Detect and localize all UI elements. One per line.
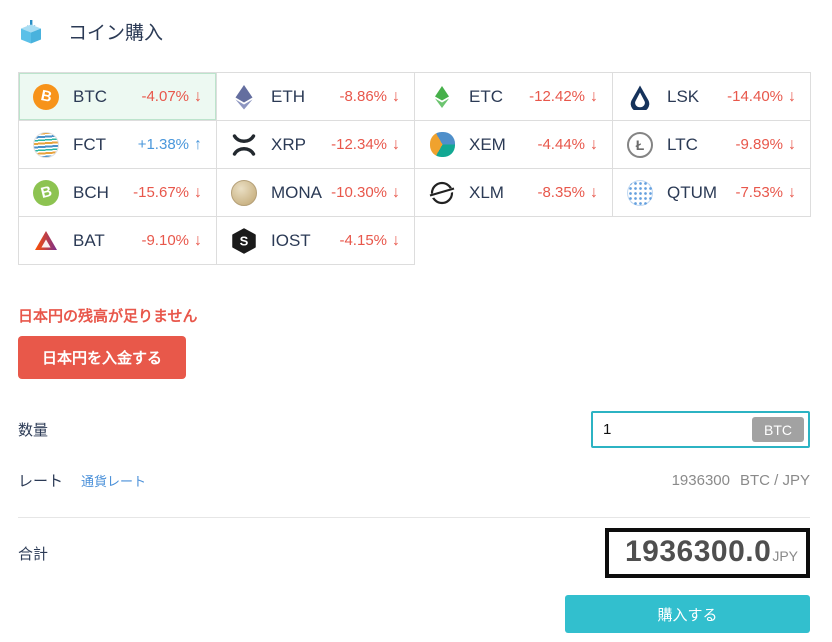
coin-change: -7.53% ↓ [735,183,796,201]
coin-symbol: XLM [469,182,504,202]
coin-change: -8.35% ↓ [537,183,598,201]
coin-cell-qtum[interactable]: QTUM -7.53% ↓ [613,169,811,217]
arrow-down-icon: ↓ [392,87,400,105]
arrow-down-icon: ↓ [590,135,598,153]
fct-icon [33,131,59,158]
arrow-down-icon: ↓ [392,183,400,201]
total-row: 合計 1936300.0 JPY [18,528,810,578]
arrow-up-icon: ↑ [194,135,202,153]
coin-symbol: ETC [469,86,503,106]
coin-symbol: ETH [271,86,305,106]
coin-cell-bch[interactable]: B BCH -15.67% ↓ [19,169,217,217]
eth-icon [231,84,257,110]
btc-icon: B [33,83,59,110]
quantity-label: 数量 [18,422,49,439]
coin-symbol: QTUM [667,182,718,202]
total-unit: JPY [772,548,798,564]
arrow-down-icon: ↓ [788,87,796,105]
coin-symbol: IOST [271,230,311,250]
coin-symbol: LTC [667,134,698,154]
buy-row: 購入する [18,595,810,633]
buy-button[interactable]: 購入する [565,595,810,633]
coin-purchase-box-icon [18,19,44,45]
coin-cell-btc[interactable]: B BTC -4.07% ↓ [19,73,217,121]
arrow-down-icon: ↓ [590,87,598,105]
coin-cell-mona[interactable]: MONA -10.30% ↓ [217,169,415,217]
lsk-icon [627,84,653,110]
rate-value-group: 1936300 BTC / JPY [672,472,810,489]
coin-symbol: BTC [73,86,107,106]
coin-change: -8.86% ↓ [339,87,400,105]
coin-symbol: BCH [73,182,109,202]
coin-change: -12.42% ↓ [529,87,598,105]
arrow-down-icon: ↓ [194,183,202,201]
arrow-down-icon: ↓ [194,231,202,249]
xrp-icon [231,132,257,158]
page-header: コイン購入 [18,18,810,45]
deposit-jpy-button[interactable]: 日本円を入金する [18,336,187,379]
coin-change: +1.38% ↑ [137,135,202,153]
rate-value: 1936300 [671,472,730,489]
quantity-row: 数量 BTC [18,411,810,448]
arrow-down-icon: ↓ [392,231,400,249]
arrow-down-icon: ↓ [194,87,202,105]
rate-pair: BTC / JPY [739,472,810,489]
bat-icon [33,228,59,254]
insufficient-balance-warning: 日本円の残高が足りません [18,308,198,325]
arrow-down-icon: ↓ [590,183,598,201]
xlm-icon [429,180,455,206]
coin-change: -14.40% ↓ [727,87,796,105]
coin-cell-etc[interactable]: ETC -12.42% ↓ [415,73,613,121]
coin-cell-iost[interactable]: S IOST -4.15% ↓ [217,217,415,265]
coin-symbol: XRP [271,134,306,154]
rate-label: レート [18,473,64,490]
coin-change: -12.34% ↓ [331,135,400,153]
arrow-down-icon: ↓ [788,135,796,153]
divider [18,517,810,518]
coin-symbol: LSK [667,86,700,106]
total-highlight-box: 1936300.0 JPY [605,528,810,578]
coin-cell-bat[interactable]: BAT -9.10% ↓ [19,217,217,265]
coin-cell-ltc[interactable]: Ł LTC -9.89% ↓ [613,121,811,169]
coin-change: -10.30% ↓ [331,183,400,201]
coin-change: -4.07% ↓ [141,87,202,105]
currency-rate-link[interactable]: 通貨レート [81,474,147,489]
coin-change: -4.44% ↓ [537,135,598,153]
coin-cell-xrp[interactable]: XRP -12.34% ↓ [217,121,415,169]
total-value: 1936300.0 [625,535,772,568]
coin-change: -4.15% ↓ [339,231,400,249]
coin-cell-fct[interactable]: FCT +1.38% ↑ [19,121,217,169]
coin-symbol: XEM [469,134,506,154]
coin-change: -9.10% ↓ [141,231,202,249]
quantity-input-wrapper: BTC [591,411,810,448]
etc-icon [429,84,455,110]
coin-symbol: BAT [73,230,105,250]
arrow-down-icon: ↓ [392,135,400,153]
iost-icon: S [231,227,257,254]
coin-symbol: FCT [73,134,107,154]
page-title: コイン購入 [68,23,164,44]
coin-cell-xem[interactable]: XEM -4.44% ↓ [415,121,613,169]
qtum-icon [627,179,653,206]
xem-icon [429,132,455,158]
bch-icon: B [33,179,59,206]
rate-row: レート 通貨レート 1936300 BTC / JPY [18,470,810,491]
quantity-unit-badge: BTC [752,417,804,442]
ltc-icon: Ł [627,131,653,158]
coin-cell-lsk[interactable]: LSK -14.40% ↓ [613,73,811,121]
coin-symbol: MONA [271,182,322,202]
mona-icon [231,179,257,206]
coin-cell-eth[interactable]: ETH -8.86% ↓ [217,73,415,121]
coin-cell-xlm[interactable]: XLM -8.35% ↓ [415,169,613,217]
coin-change: -9.89% ↓ [735,135,796,153]
coin-selector-grid: B BTC -4.07% ↓ ETH -8.86% ↓ [18,72,811,265]
total-label: 合計 [18,545,49,563]
arrow-down-icon: ↓ [788,183,796,201]
svg-text:S: S [240,233,249,248]
coin-change: -15.67% ↓ [133,183,202,201]
